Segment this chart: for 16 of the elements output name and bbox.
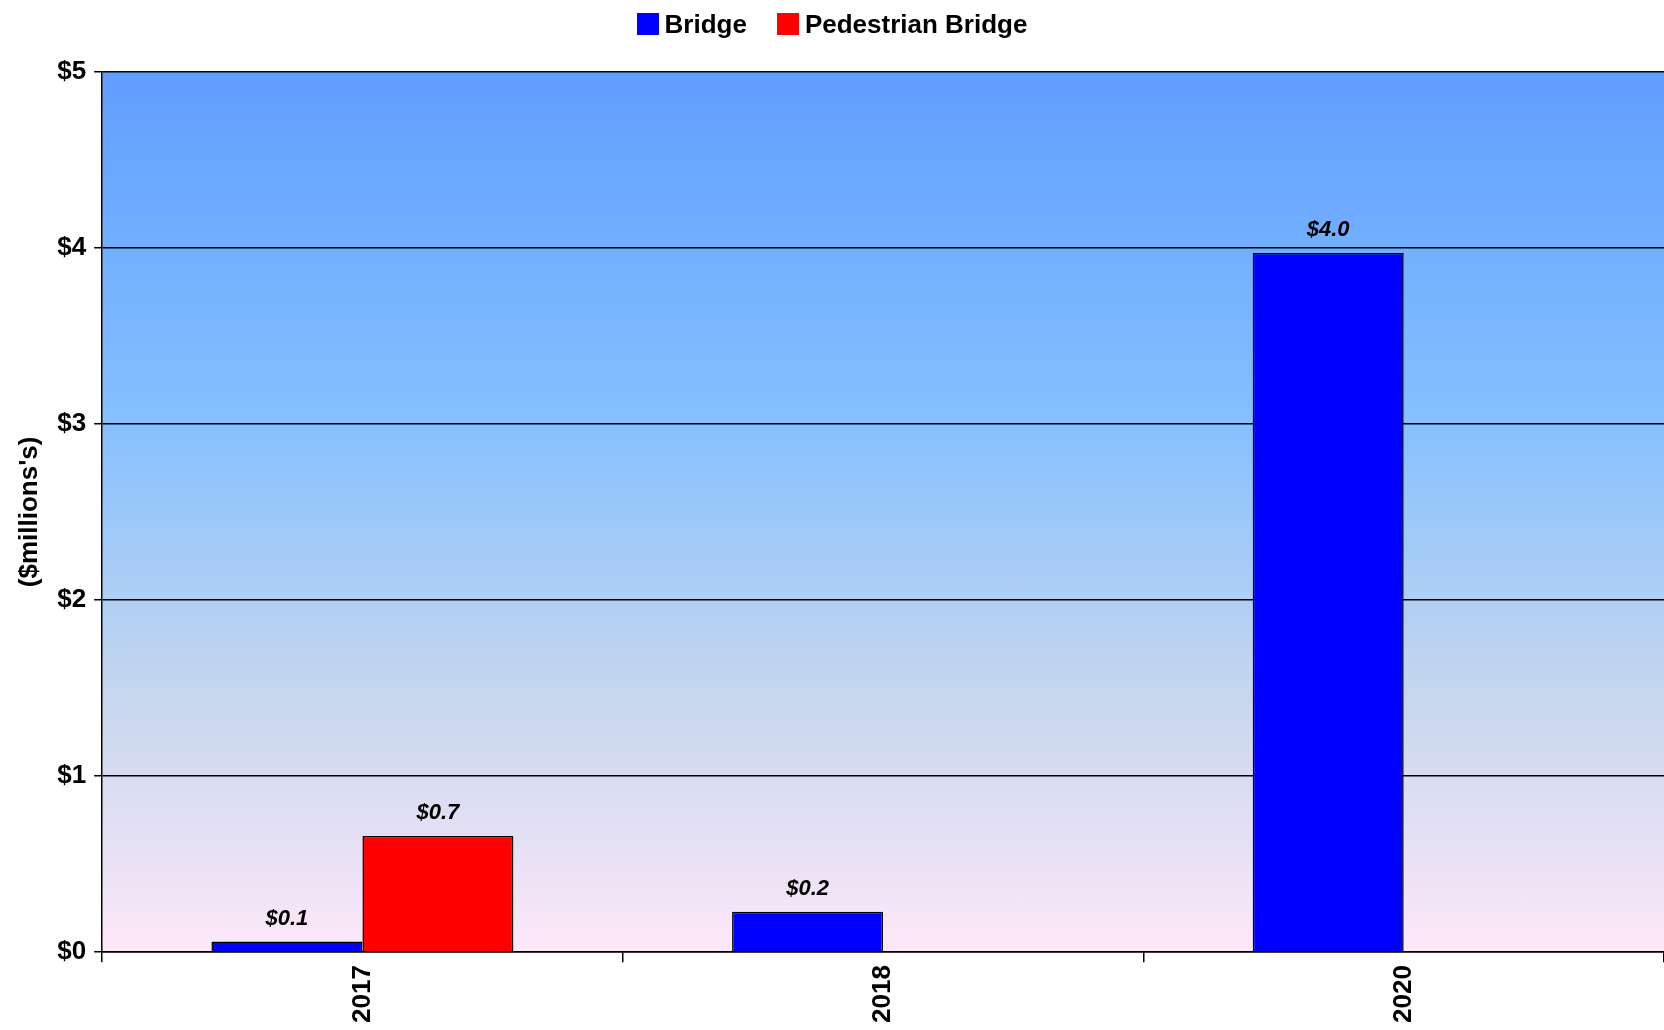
data-label: $0.1 [264, 904, 309, 930]
data-label: $0.2 [785, 874, 830, 900]
x-tick-label: 2018 [866, 965, 897, 1023]
y-tick-label: $3 [57, 407, 87, 437]
y-axis-title: ($millions's) [12, 436, 43, 588]
x-tick-label: 2017 [345, 965, 376, 1023]
data-label: $4.0 [1305, 216, 1351, 242]
x-tick-label: 2020 [1386, 965, 1417, 1023]
y-tick-label: $4 [57, 230, 87, 261]
y-tick-label: $2 [57, 583, 87, 614]
y-tick-label: $5 [57, 54, 87, 85]
legend-label: Bridge [664, 8, 747, 40]
y-tick-label: $1 [57, 759, 87, 790]
y-tick-label: $0 [57, 935, 87, 966]
data-label: $0.7 [415, 798, 462, 824]
legend-label: Pedestrian Bridge [804, 8, 1028, 40]
